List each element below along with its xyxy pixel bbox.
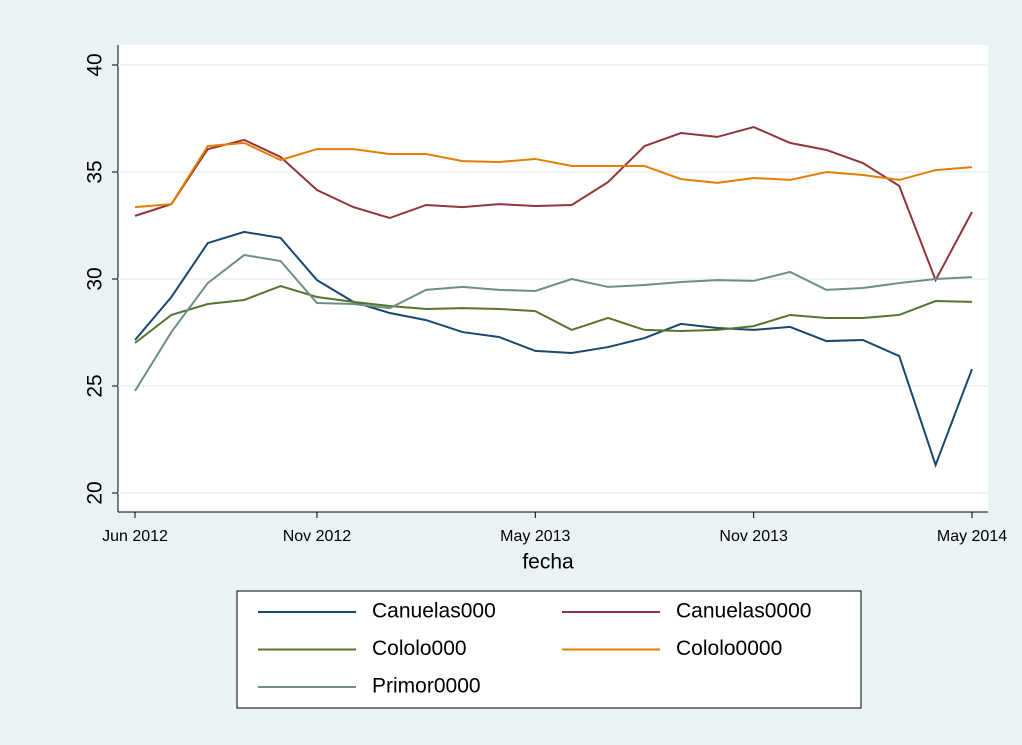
series-line <box>134 230 973 468</box>
series-line <box>134 141 973 209</box>
series-line <box>134 126 973 283</box>
x-tick-label: May 2014 <box>937 528 1007 545</box>
y-tick-label: 20 <box>84 481 107 504</box>
y-tick-label: 35 <box>84 160 107 183</box>
legend-label: Cololo000 <box>372 637 467 660</box>
legend-label: Canuelas0000 <box>676 600 811 623</box>
x-tick-label: May 2013 <box>500 528 570 545</box>
y-tick-label: 30 <box>84 267 107 290</box>
x-tick-label: Nov 2012 <box>283 528 352 545</box>
x-tick-label: Jun 2012 <box>102 528 168 545</box>
series-line <box>134 253 973 392</box>
series-line <box>134 285 973 344</box>
y-tick-label: 25 <box>84 374 107 397</box>
y-tick-label: 40 <box>84 53 107 76</box>
legend-label: Canuelas000 <box>372 600 496 623</box>
legend-label: Primor0000 <box>372 675 481 698</box>
x-axis-title: fecha <box>522 551 574 574</box>
legend-label: Cololo0000 <box>676 637 782 660</box>
x-tick-label: Nov 2013 <box>719 528 788 545</box>
